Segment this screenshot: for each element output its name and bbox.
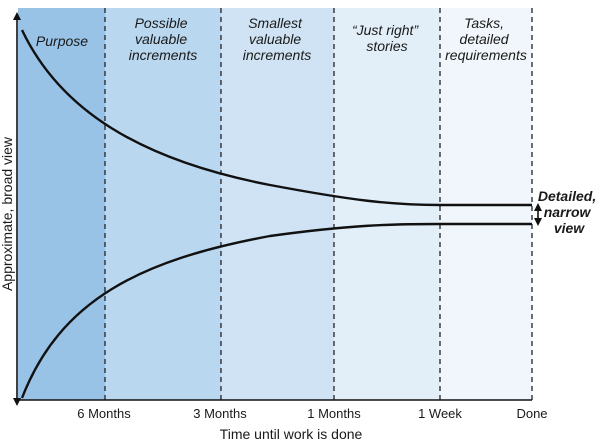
x-tick-done: Done — [516, 406, 547, 421]
band-smallest-increments — [221, 8, 334, 400]
band-possible-increments — [105, 8, 221, 400]
upper-funnel-curve — [20, 29, 532, 207]
x-axis-title: Time until work is done — [220, 426, 363, 442]
band-label-just-right-stories: “Just right” stories — [352, 22, 422, 54]
band-label-possible-increments: Possible valuable increments — [129, 15, 197, 63]
band-label-smallest-increments: Smallest valuable increments — [243, 15, 311, 63]
x-tick-3-months: 3 Months — [193, 406, 247, 421]
band-label-tasks-requirements: Tasks, detailed requirements — [445, 15, 527, 63]
x-tick-1-months: 1 Months — [307, 406, 361, 421]
lower-funnel-curve — [20, 222, 532, 399]
x-tick-6-months: 6 Months — [77, 406, 131, 421]
x-tick-1-week: 1 Week — [418, 406, 462, 421]
band-purpose — [18, 8, 105, 400]
detailed-narrow-view-label: Detailed, narrow view — [538, 188, 600, 236]
y-axis-title: Approximate, broad view — [0, 136, 15, 291]
band-label-purpose: Purpose — [36, 33, 88, 49]
